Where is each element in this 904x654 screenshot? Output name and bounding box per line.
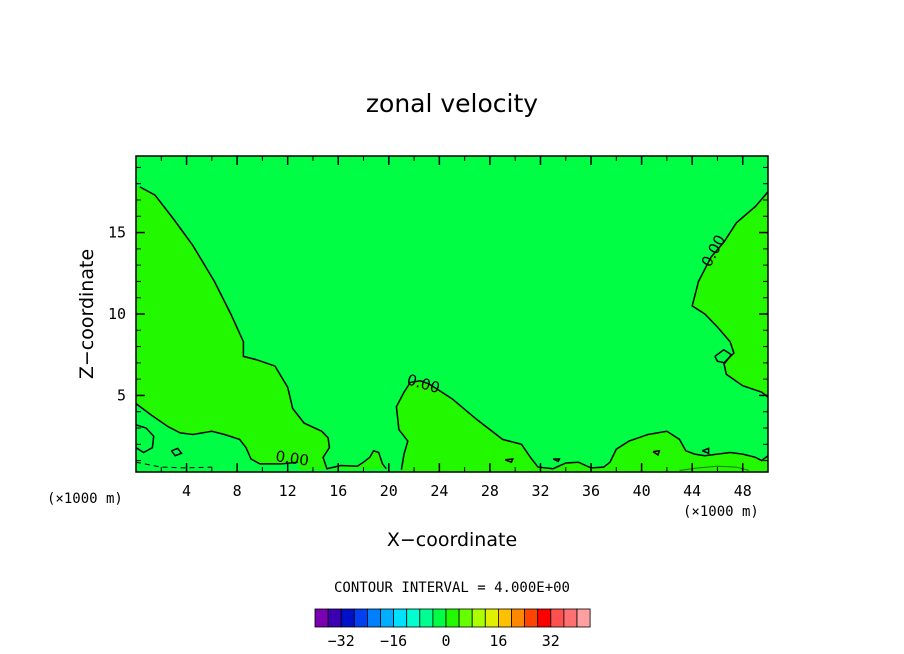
colorbar-swatch (380, 608, 395, 628)
contour-line (714, 348, 733, 364)
x-units-left: (×1000 m) (47, 491, 123, 507)
colorbar-swatch (314, 608, 329, 628)
colorbar-swatch (353, 608, 368, 628)
y-tick-label: 5 (117, 386, 126, 404)
contour-line (139, 186, 387, 470)
x-tick-label: 20 (380, 482, 398, 500)
contour-line (135, 403, 298, 465)
x-tick-label: 24 (430, 482, 448, 500)
x-tick-label: 32 (531, 482, 549, 500)
contour-line (504, 458, 514, 464)
contour-line (552, 458, 561, 463)
colorbar-swatch (576, 608, 591, 628)
x-tick-label: 44 (683, 482, 701, 500)
colorbar-swatch (484, 608, 499, 628)
contour-line (395, 380, 769, 470)
y-tick-labels: 5 10 15 (108, 224, 126, 405)
colorbar-swatch (497, 608, 512, 628)
colorbar-tick-label: 0 (441, 632, 450, 650)
colorbar-swatch (563, 608, 578, 628)
contour-interval-text: CONTOUR INTERVAL = 4.000E+00 (334, 580, 570, 596)
colorbar-swatch (406, 608, 421, 628)
colorbar-swatch (393, 608, 408, 628)
colorbar-swatch (537, 608, 552, 628)
x-tick-label: 40 (633, 482, 651, 500)
contour-line (135, 461, 212, 469)
x-tick-label: 16 (329, 482, 347, 500)
colorbar-swatch (340, 608, 355, 628)
colorbar-tick-label: −16 (380, 632, 407, 650)
contour-label-left: 0.00 (274, 447, 310, 469)
x-tick-label: 36 (582, 482, 600, 500)
y-axis-label: Z−coordinate (76, 249, 98, 379)
positive-region-left (136, 186, 387, 472)
chart-title: zonal velocity (366, 89, 538, 118)
colorbar-swatch (524, 608, 539, 628)
positive-region-center (396, 380, 768, 472)
contour-line (170, 447, 183, 457)
contour-lines (135, 186, 769, 472)
contour-line (702, 447, 710, 455)
colorbar-swatch (550, 608, 565, 628)
colorbar-swatch (432, 608, 447, 628)
contour-line (691, 191, 769, 398)
colorbar-swatch (511, 608, 526, 628)
colorbar-swatch (327, 608, 342, 628)
x-tick-label: 8 (233, 482, 242, 500)
colorbar-swatch (419, 608, 434, 628)
positive-region-right (692, 191, 768, 398)
colorbar-tick-label: 16 (489, 632, 507, 650)
colorbar-swatch (458, 608, 473, 628)
colorbar: −32 −16 0 16 32 (314, 608, 591, 650)
colorbar-swatch (445, 608, 460, 628)
colorbar-swatch (471, 608, 486, 628)
colorbar-tick-label: −32 (328, 632, 355, 650)
x-tick-label: 48 (734, 482, 752, 500)
x-axis-label: X−coordinate (387, 529, 517, 551)
x-tick-labels: 4 8 12 16 20 24 28 32 36 40 44 48 (182, 482, 752, 500)
colorbar-tick-label: 32 (542, 632, 560, 650)
x-tick-label: 28 (481, 482, 499, 500)
x-tick-label: 12 (279, 482, 297, 500)
y-tick-label: 10 (108, 305, 126, 323)
contour-line (135, 424, 155, 454)
y-tick-label: 15 (108, 224, 126, 242)
plot-area: 0.00 0.00 0.00 (135, 155, 769, 473)
colorbar-swatch (366, 608, 381, 628)
axis-ticks (136, 156, 768, 472)
x-tick-label: 4 (182, 482, 191, 500)
contour-line (652, 449, 661, 457)
x-units-right: (×1000 m) (683, 504, 759, 520)
